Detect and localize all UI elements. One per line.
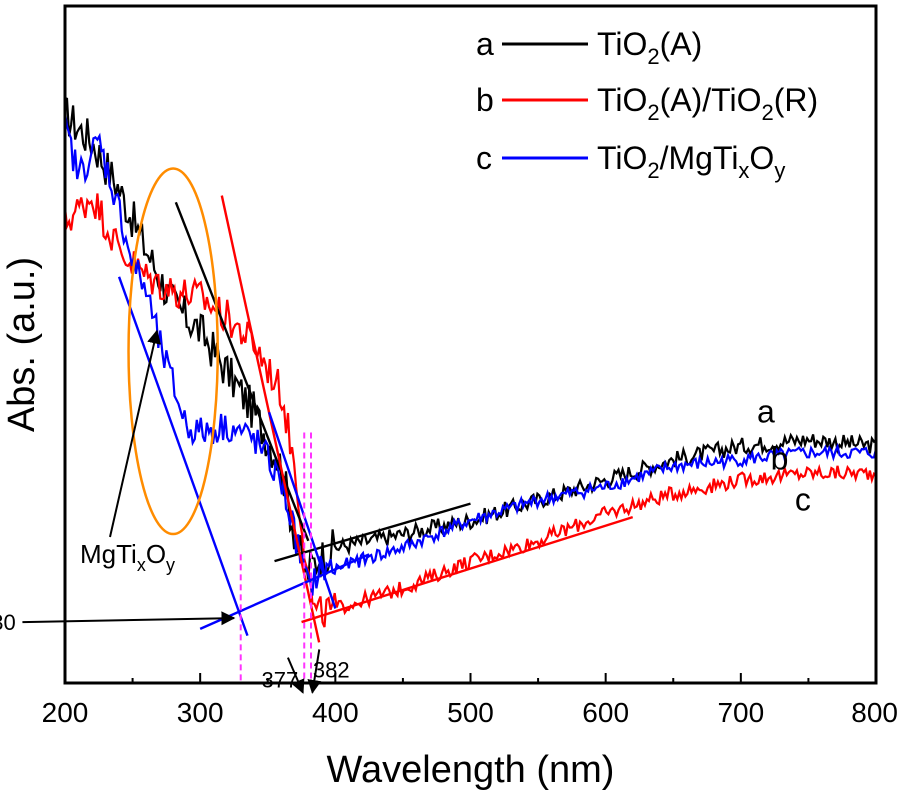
mgtixoy-arrow: [109, 329, 161, 538]
legend-b-name_rest: (A)/TiO: [660, 82, 762, 118]
mgtixoy-label-sub-y: y: [166, 555, 175, 575]
curves-layer: [63, 97, 878, 628]
mgtixoy-label: MgTixOy: [80, 539, 175, 575]
x-tick-label-400: 400: [312, 697, 359, 728]
x-tick-label-600: 600: [582, 697, 629, 728]
legend-label-b: TiO2(A)/TiO2(R): [597, 82, 818, 125]
tangent-lines-layer: [117, 195, 634, 643]
annotations-layer: 330377382: [0, 610, 350, 694]
x-axis-title: Wavelength (nm): [327, 749, 615, 791]
annotation-382: 382: [313, 657, 350, 682]
tangent-line-a-1: [274, 502, 471, 563]
legend-c-name_rest2: O: [749, 140, 774, 176]
annotation-arrow-330: [22, 611, 236, 626]
legend-b-name_base: TiO: [597, 82, 647, 118]
curve-label-a: a: [757, 393, 775, 429]
series-labels-layer: abc: [757, 393, 811, 517]
tangent-line-b-3: [301, 515, 634, 624]
legend-b-name_rest2: (R): [774, 82, 818, 118]
legend-letter-c: c: [476, 140, 492, 176]
x-tick-label-200: 200: [42, 697, 89, 728]
x-tick-label-500: 500: [447, 697, 494, 728]
annotation-330: 330: [0, 610, 16, 635]
mgtixoy-label-sub-x: x: [137, 555, 146, 575]
x-axis-ticks: 200 300 400 500 600 700 800: [42, 673, 898, 728]
legend-c-name_base: TiO: [597, 140, 647, 176]
mgtixoy-label-base: MgTi: [80, 539, 137, 569]
legend: a TiO2(A)b TiO2(A)/TiO2(R)c TiO2/MgTixOy: [476, 26, 818, 183]
annotation-arrow-382: [307, 649, 322, 694]
highlight-layer: MgTixOy: [80, 167, 219, 575]
legend-c-name_rest: /MgTi: [660, 140, 739, 176]
tangent-line-a-0: [174, 201, 310, 542]
curve-label-c: c: [795, 481, 811, 517]
series-c-line: [63, 113, 878, 596]
series-a-line: [64, 97, 877, 580]
mgtixoy-label-mid: O: [146, 539, 166, 569]
legend-c-name_sub3: y: [774, 158, 785, 183]
x-tick-label-800: 800: [851, 697, 898, 728]
tangent-line-c-6: [267, 411, 337, 609]
legend-c-name_sub: 2: [647, 158, 659, 183]
legend-a-name_sub: 2: [647, 44, 659, 69]
mgtixoy-highlight-ellipse: [127, 167, 219, 536]
series-b-line: [63, 193, 877, 628]
tangent-line-c-4: [117, 276, 249, 637]
x-tick-label-300: 300: [177, 697, 224, 728]
legend-label-a: TiO2(A): [597, 26, 702, 69]
legend-label-c: TiO2/MgTixOy: [597, 140, 785, 183]
legend-a-name_base: TiO: [597, 26, 647, 62]
legend-a-name_rest: (A): [660, 26, 703, 62]
guide-lines-layer: [239, 432, 313, 683]
y-axis-title: Abs. (a.u.): [1, 257, 43, 432]
curve-label-b: b: [771, 441, 789, 477]
legend-c-name_sub2: x: [738, 158, 749, 183]
legend-letter-a: a: [476, 26, 494, 62]
annotation-arrow-377: [286, 657, 305, 694]
x-tick-label-700: 700: [717, 697, 764, 728]
legend-b-name_sub: 2: [647, 100, 659, 125]
legend-b-name_sub2: 2: [762, 100, 774, 125]
legend-letter-b: b: [476, 82, 494, 118]
